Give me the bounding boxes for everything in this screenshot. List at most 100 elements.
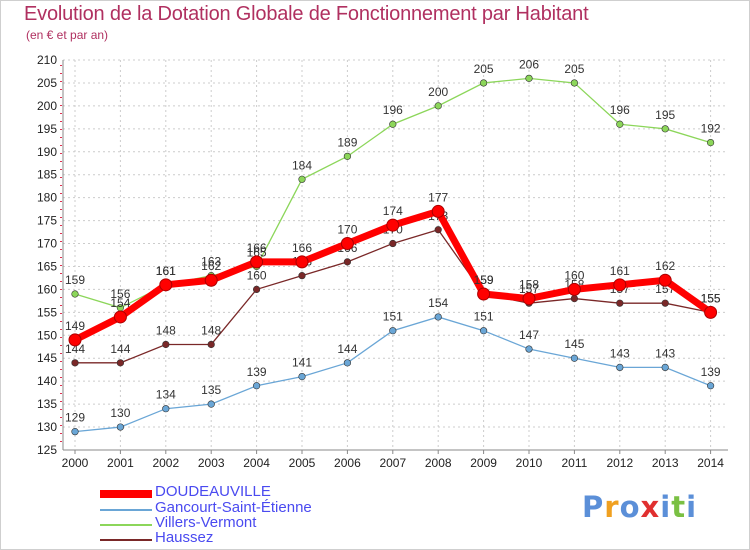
data-label: 159 — [474, 273, 494, 287]
y-tick-label: 130 — [37, 420, 57, 434]
data-label: 160 — [247, 268, 267, 282]
data-point — [616, 363, 624, 372]
data-label: 160 — [564, 268, 584, 282]
data-point — [522, 292, 536, 306]
data-label: 156 — [110, 287, 130, 301]
data-label: 154 — [428, 296, 448, 310]
data-point — [434, 226, 442, 234]
data-label: 166 — [247, 241, 267, 255]
data-label: 196 — [383, 103, 403, 117]
data-label: 135 — [201, 383, 221, 397]
proxiti-logo: Proxiti — [582, 490, 697, 524]
data-point — [661, 125, 669, 133]
x-tick-label: 2013 — [652, 456, 679, 470]
data-label: 205 — [564, 62, 584, 76]
data-point — [159, 278, 173, 292]
data-point — [343, 359, 352, 367]
data-label: 139 — [247, 365, 267, 379]
y-tick-label: 125 — [37, 443, 57, 457]
data-point — [706, 382, 715, 390]
x-tick-label: 2000 — [62, 456, 89, 470]
x-tick-label: 2007 — [379, 456, 406, 470]
data-label: 151 — [474, 310, 494, 324]
y-tick-label: 160 — [37, 282, 57, 296]
y-tick-label: 210 — [37, 53, 57, 67]
data-label: 192 — [701, 122, 721, 136]
data-point — [68, 333, 82, 347]
y-tick-label: 155 — [37, 305, 57, 319]
legend-label: DOUDEAUVILLE — [155, 483, 271, 500]
data-point — [295, 255, 309, 269]
data-label: 144 — [110, 342, 130, 356]
data-point — [434, 102, 442, 110]
data-label: 143 — [610, 346, 630, 360]
data-point — [661, 363, 669, 372]
data-point — [616, 299, 624, 307]
logo-letter: x — [640, 490, 661, 524]
data-label: 161 — [610, 264, 630, 278]
data-label: 165 — [247, 245, 267, 259]
y-tick-label: 190 — [37, 145, 57, 159]
data-point — [71, 359, 79, 367]
data-point — [477, 287, 491, 301]
y-tick-label: 185 — [37, 168, 57, 182]
data-label: 170 — [337, 223, 357, 237]
x-tick-label: 2006 — [334, 456, 361, 470]
data-label: 177 — [428, 190, 448, 204]
chart-subtitle: (en € et par an) — [26, 28, 109, 42]
data-point — [704, 305, 718, 319]
data-label: 143 — [655, 346, 675, 360]
data-point — [298, 175, 306, 183]
x-tick-label: 2011 — [561, 456, 587, 470]
data-label: 145 — [564, 337, 584, 351]
data-point — [480, 327, 488, 335]
x-tick-label: 2005 — [289, 456, 316, 470]
data-point — [661, 299, 669, 307]
data-point — [613, 278, 627, 292]
series-doudeauville: 149 154 161 162 166 166 170 174 177 159 158 160 161 1… — [65, 190, 721, 347]
y-tick-label: 135 — [37, 397, 57, 411]
y-tick-label: 175 — [37, 214, 57, 228]
data-point — [525, 345, 533, 353]
data-label: 141 — [292, 356, 312, 370]
data-point — [113, 310, 127, 324]
data-point — [162, 340, 170, 349]
data-label: 151 — [383, 310, 403, 324]
data-point — [570, 79, 579, 87]
data-label: 159 — [65, 273, 85, 287]
data-point — [298, 272, 306, 280]
data-label: 166 — [292, 241, 312, 255]
data-point — [389, 239, 397, 248]
data-label: 206 — [519, 57, 539, 71]
y-tick-label: 140 — [37, 374, 57, 388]
data-point — [570, 294, 579, 303]
data-label: 174 — [383, 204, 403, 218]
data-point — [343, 152, 352, 160]
data-point — [116, 359, 124, 367]
x-tick-label: 2003 — [198, 456, 225, 470]
data-label: 147 — [519, 328, 539, 342]
data-point — [658, 273, 672, 287]
data-point — [434, 313, 442, 321]
legend-swatch — [100, 539, 152, 541]
data-point — [525, 74, 533, 82]
data-label: 184 — [292, 158, 312, 172]
x-tick-label: 2010 — [516, 456, 543, 470]
data-label: 148 — [156, 323, 176, 337]
x-tick-label: 2002 — [152, 456, 179, 470]
y-tick-label: 170 — [37, 237, 57, 251]
data-label: 129 — [65, 411, 85, 425]
data-point — [253, 285, 261, 294]
data-point — [250, 255, 264, 269]
data-label: 144 — [65, 342, 85, 356]
data-point — [71, 290, 79, 298]
data-point — [706, 138, 715, 147]
data-label: 155 — [701, 291, 721, 305]
legend-label: Villers-Vermont — [155, 514, 257, 531]
data-label: 196 — [610, 103, 630, 117]
y-tick-label: 200 — [37, 99, 57, 113]
y-tick-label: 205 — [37, 76, 57, 90]
data-point — [207, 340, 215, 349]
